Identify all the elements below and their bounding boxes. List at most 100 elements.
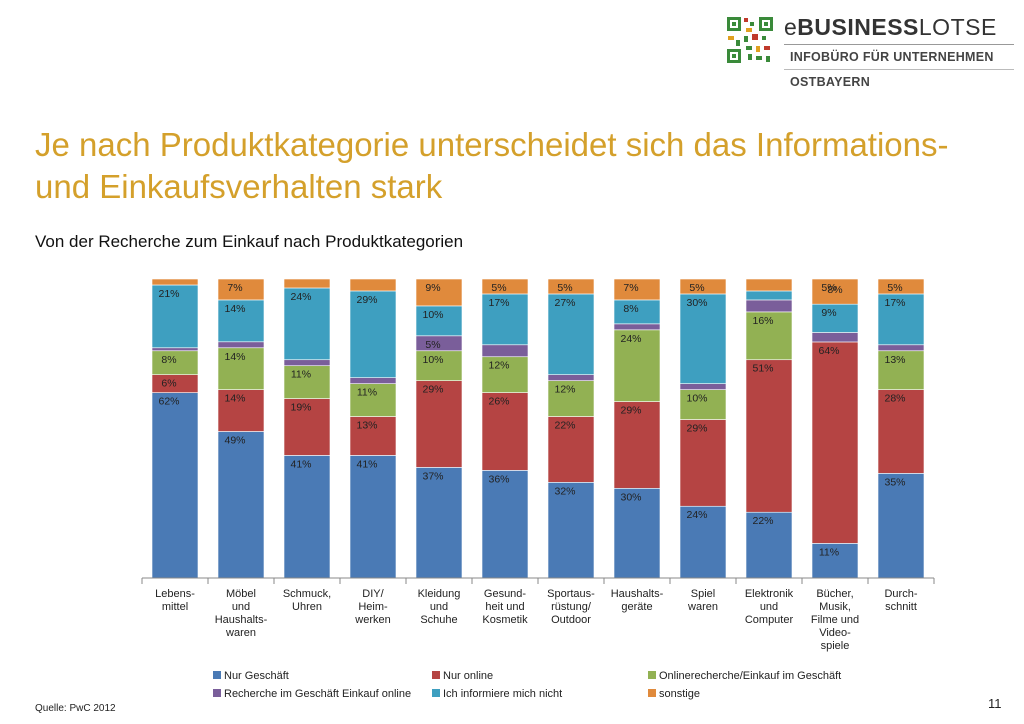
data-label: 24% <box>290 291 311 303</box>
legend-entry: Nur Geschäft <box>224 670 289 682</box>
bar-segment <box>679 419 727 507</box>
x-tick-label: Lebens-mittel <box>155 588 195 613</box>
page-subtitle: Von der Recherche zum Einkauf nach Produ… <box>35 232 464 251</box>
data-label: 28% <box>884 393 905 405</box>
data-label: 5% <box>887 282 902 294</box>
bar-segment <box>415 467 463 579</box>
data-label: 19% <box>290 402 311 414</box>
bar-segment <box>151 284 199 349</box>
bar-segment <box>547 482 595 579</box>
bar-segment <box>613 323 661 331</box>
data-label: 30% <box>620 491 641 503</box>
data-label: 11% <box>291 369 311 381</box>
data-label: 51% <box>752 363 773 375</box>
bar-segment <box>745 299 793 313</box>
data-label: 24% <box>686 509 707 521</box>
brand-tagline: INFOBÜRO FÜR UNTERNEHMEN <box>790 50 994 64</box>
bar-segment <box>415 350 463 381</box>
data-label: 10% <box>422 309 443 321</box>
data-label: 9% <box>821 307 836 319</box>
x-tick-label: Elektronik und Computer <box>745 588 794 626</box>
legend-swatch <box>648 689 656 697</box>
x-tick-label: Sportaus-rüstung/Outdoor <box>547 588 595 626</box>
x-tick-label: Gesund-heit und Kosmetik <box>482 588 528 626</box>
x-tick-label: Kleidung und Schuhe <box>418 588 461 626</box>
bar-segment <box>547 278 595 295</box>
bar-segment <box>547 374 595 381</box>
bar-segment <box>877 350 925 390</box>
bar-segment <box>547 380 595 417</box>
data-label: 22% <box>554 420 575 432</box>
data-label: 22% <box>752 515 773 527</box>
bar-segment <box>349 290 397 378</box>
bar-segment <box>679 383 727 390</box>
bar-segment <box>217 347 265 390</box>
bar-segment <box>481 356 529 393</box>
data-label: 8% <box>827 284 842 296</box>
brand-region: OSTBAYERN <box>790 75 871 89</box>
bar-segment <box>283 278 331 289</box>
legend-swatch <box>648 671 656 679</box>
bar-segment <box>349 278 397 292</box>
source-note: Quelle: PwC 2012 <box>35 703 116 714</box>
data-label: 62% <box>158 396 179 408</box>
bar-segment <box>877 389 925 474</box>
brand-name: eBUSINESSLOTSE <box>784 14 997 40</box>
bar-segment <box>415 380 463 468</box>
logo-divider <box>784 44 1014 45</box>
data-label: 8% <box>623 303 638 315</box>
data-label: 5% <box>491 282 506 294</box>
bar-segment <box>877 293 925 346</box>
bar-segment <box>679 389 727 420</box>
x-tick-label: Durch-schnitt <box>884 588 917 613</box>
bar-segment <box>613 401 661 489</box>
legend-swatch <box>213 671 221 679</box>
data-label: 29% <box>620 405 641 417</box>
page-number: 11 <box>988 696 1002 711</box>
data-label: 8% <box>161 354 176 366</box>
bar-segment <box>151 392 199 579</box>
bar-segment <box>877 278 925 295</box>
data-label: 5% <box>821 282 836 294</box>
bar-segment <box>811 332 859 343</box>
legend-entry: Nur online <box>443 670 493 682</box>
bar-segment <box>151 278 199 286</box>
data-label: 11% <box>357 387 377 399</box>
data-label: 17% <box>488 297 509 309</box>
bar-segment <box>679 293 727 384</box>
data-label: 17% <box>884 297 905 309</box>
qr-code-icon <box>726 16 774 64</box>
bar-segment <box>745 311 793 361</box>
data-label: 37% <box>422 470 443 482</box>
data-label: 12% <box>554 384 575 396</box>
data-label: 64% <box>818 345 839 357</box>
bar-segment <box>217 341 265 349</box>
bar-segment <box>217 431 265 579</box>
data-label: 10% <box>686 393 707 405</box>
data-label: 27% <box>554 297 575 309</box>
data-label: 14% <box>224 351 245 363</box>
data-label: 26% <box>488 396 509 408</box>
legend-swatch <box>213 689 221 697</box>
bar-segment <box>349 416 397 456</box>
bar-segment <box>613 278 661 301</box>
bar-segment <box>217 278 265 301</box>
data-label: 6% <box>161 378 176 390</box>
data-label: 30% <box>686 297 707 309</box>
data-label: 10% <box>422 354 443 366</box>
data-label: 29% <box>686 423 707 435</box>
bar-segment <box>415 278 463 307</box>
bar-segment <box>679 278 727 295</box>
bar-segment <box>217 299 265 343</box>
legend-entry: Recherche im Geschäft Einkauf online <box>224 688 411 700</box>
data-label: 14% <box>224 393 245 405</box>
data-label: 24% <box>620 333 641 345</box>
data-label: 41% <box>356 458 377 470</box>
logo-divider <box>784 69 1014 70</box>
data-label: 7% <box>623 282 638 294</box>
bar-segment <box>283 455 331 579</box>
page-title: Je nach Produktkategorie unterscheidet s… <box>35 126 949 205</box>
bar-segment <box>547 416 595 483</box>
bar-segment <box>481 392 529 471</box>
